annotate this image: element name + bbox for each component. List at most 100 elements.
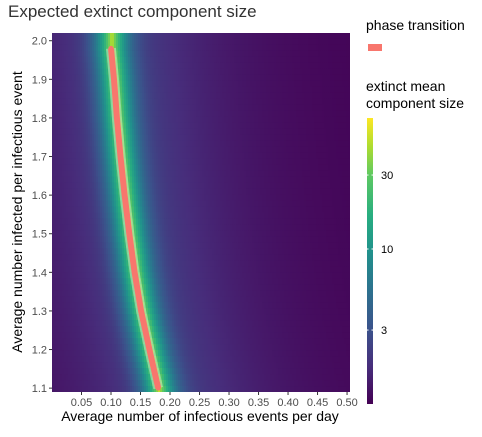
- heatmap-cell: [90, 188, 93, 196]
- heatmap-cell: [268, 140, 271, 148]
- heatmap-cell: [66, 176, 69, 184]
- heatmap-cell: [96, 212, 99, 220]
- heatmap-cell: [288, 116, 291, 124]
- heatmap-cell: [336, 50, 339, 58]
- heatmap-cell: [94, 176, 97, 184]
- heatmap-cell: [286, 104, 289, 112]
- heatmap-cell: [54, 224, 57, 232]
- heatmap-cell: [216, 86, 219, 94]
- heatmap-cell: [174, 110, 177, 118]
- heatmap-cell: [190, 44, 193, 52]
- heatmap-cell: [54, 33, 57, 40]
- heatmap-cell: [226, 170, 229, 178]
- heatmap-cell: [82, 98, 85, 106]
- heatmap-cell: [330, 33, 333, 40]
- heatmap-cell: [94, 68, 97, 76]
- heatmap-cell: [198, 33, 201, 40]
- heatmap-cell: [210, 56, 213, 64]
- heatmap-cell: [132, 56, 135, 64]
- heatmap-cell: [332, 164, 335, 172]
- heatmap-cell: [78, 104, 81, 112]
- heatmap-cell: [250, 188, 253, 196]
- heatmap-cell: [148, 206, 151, 214]
- heatmap-cell: [192, 68, 195, 76]
- heatmap-cell: [224, 110, 227, 118]
- heatmap-cell: [330, 86, 333, 94]
- heatmap-cell: [74, 212, 77, 220]
- heatmap-cell: [252, 44, 255, 52]
- heatmap-cell: [90, 44, 93, 52]
- heatmap-cell: [134, 56, 137, 64]
- heatmap-cell: [246, 92, 249, 100]
- heatmap-cell: [178, 176, 181, 184]
- heatmap-cell: [308, 170, 311, 178]
- heatmap-cell: [302, 86, 305, 94]
- heatmap-cell: [142, 74, 145, 82]
- heatmap-cell: [60, 170, 63, 178]
- heatmap-cell: [60, 80, 63, 88]
- heatmap-cell: [184, 170, 187, 178]
- heatmap-cell: [102, 158, 105, 166]
- heatmap-cell: [68, 68, 71, 76]
- heatmap-cell: [270, 218, 273, 226]
- heatmap-cell: [332, 116, 335, 124]
- heatmap-cell: [230, 200, 233, 208]
- heatmap-cell: [76, 74, 79, 82]
- heatmap-cell: [334, 56, 337, 64]
- heatmap-cell: [252, 62, 255, 70]
- heatmap-cell: [138, 50, 141, 58]
- heatmap-cell: [144, 194, 147, 202]
- heatmap-cell: [284, 140, 287, 148]
- heatmap-cell: [162, 188, 165, 196]
- heatmap-cell: [132, 104, 135, 112]
- heatmap-cell: [280, 50, 283, 58]
- heatmap-cell: [348, 92, 350, 100]
- heatmap-cell: [220, 140, 223, 148]
- heatmap-cell: [288, 98, 291, 106]
- heatmap-cell: [318, 218, 321, 226]
- heatmap-cell: [280, 146, 283, 154]
- heatmap-cell: [214, 224, 217, 232]
- heatmap-cell: [138, 176, 141, 184]
- heatmap-cell: [92, 158, 95, 166]
- heatmap-cell: [186, 152, 189, 160]
- heatmap-cell: [64, 68, 67, 76]
- heatmap-cell: [200, 134, 203, 142]
- heatmap-cell: [56, 50, 59, 58]
- heatmap-cell: [54, 56, 57, 64]
- heatmap-cell: [300, 62, 303, 70]
- heatmap-cell: [96, 218, 99, 226]
- heatmap-cell: [154, 62, 157, 70]
- heatmap-cell: [308, 68, 311, 76]
- heatmap-cell: [314, 104, 317, 112]
- heatmap-cell: [144, 74, 147, 82]
- heatmap-cell: [280, 212, 283, 220]
- heatmap-cell: [192, 110, 195, 118]
- heatmap-cell: [170, 170, 173, 178]
- heatmap-cell: [164, 74, 167, 82]
- heatmap-cell: [256, 206, 259, 214]
- heatmap-cell: [186, 44, 189, 52]
- heatmap-cell: [134, 194, 137, 202]
- heatmap-cell: [136, 170, 139, 178]
- heatmap-cell: [274, 176, 277, 184]
- heatmap-cell: [334, 182, 337, 190]
- heatmap-cell: [278, 188, 281, 196]
- heatmap-cell: [92, 80, 95, 88]
- heatmap-cell: [298, 224, 301, 232]
- heatmap-cell: [168, 158, 171, 166]
- heatmap-cell: [192, 33, 195, 40]
- heatmap-cell: [286, 158, 289, 166]
- heatmap-cell: [96, 176, 99, 184]
- heatmap-cell: [86, 140, 89, 148]
- heatmap-cell: [328, 110, 331, 118]
- heatmap-cell: [256, 92, 259, 100]
- heatmap-cell: [62, 140, 65, 148]
- heatmap-cell: [152, 104, 155, 112]
- heatmap-cell: [334, 68, 337, 76]
- heatmap-cell: [206, 158, 209, 166]
- heatmap-cell: [302, 104, 305, 112]
- heatmap-cell: [100, 170, 103, 178]
- heatmap-cell: [232, 33, 235, 40]
- heatmap-cell: [174, 80, 177, 88]
